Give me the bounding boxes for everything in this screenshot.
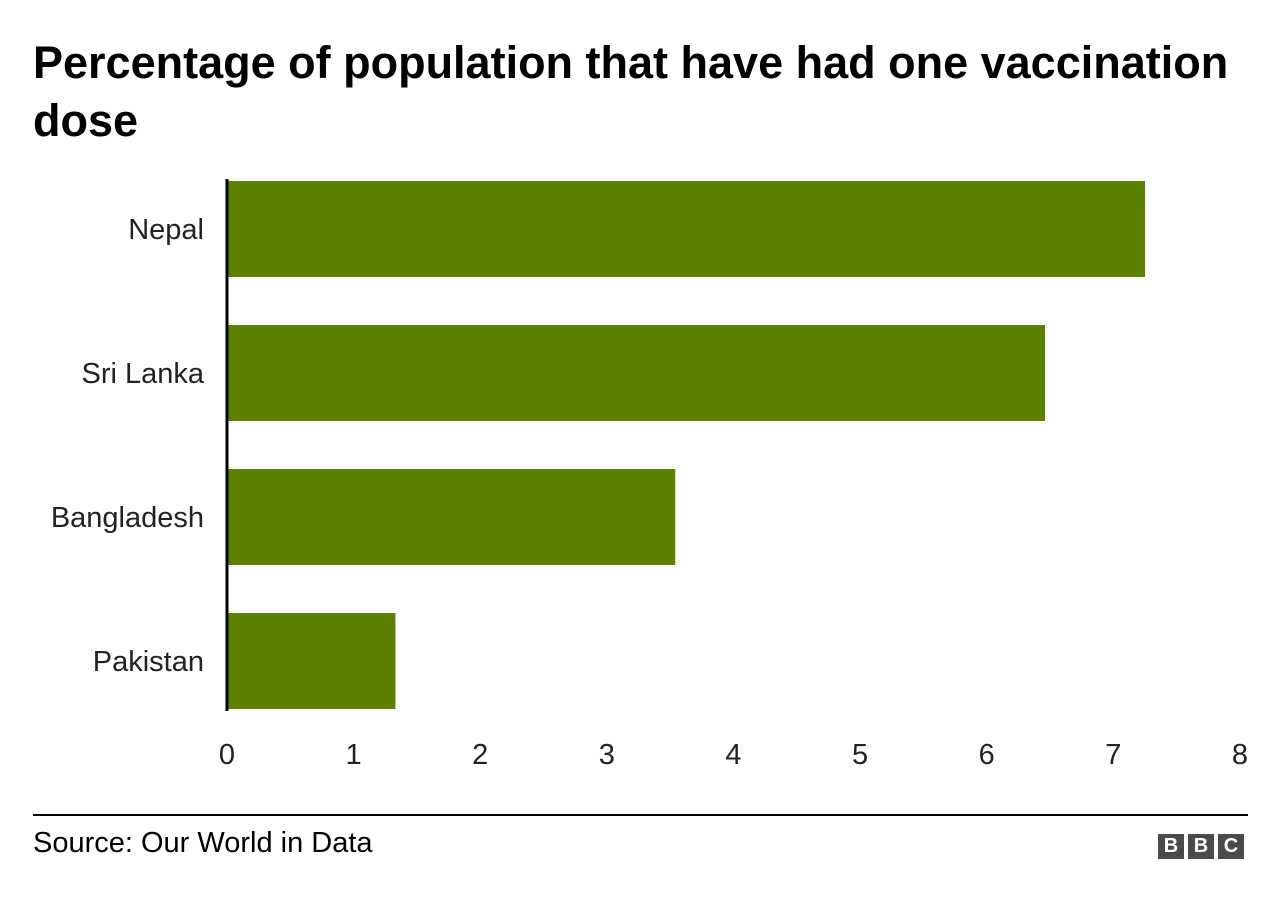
x-tick-label: 4 bbox=[725, 739, 741, 771]
x-tick-label: 2 bbox=[472, 739, 488, 771]
x-tick-label: 6 bbox=[979, 739, 995, 771]
bar-chart: Nepal Sri Lanka Bangladesh Pakistan 0 1 2 3 4 5 6 7… bbox=[51, 179, 1248, 771]
chart-title: Percentage of population that have had o… bbox=[33, 37, 1229, 146]
bbc-logo: B B C bbox=[1158, 834, 1244, 859]
x-tick-label: 5 bbox=[852, 739, 868, 771]
x-tick-label: 7 bbox=[1105, 739, 1121, 771]
x-tick-label: 8 bbox=[1232, 739, 1248, 771]
bar-nepal bbox=[227, 181, 1146, 277]
footer-divider bbox=[33, 814, 1248, 816]
x-tick-label: 0 bbox=[219, 739, 235, 771]
source-note: Source: Our World in Data bbox=[33, 827, 373, 859]
x-tick-label: 1 bbox=[346, 739, 362, 771]
bar-pakistan bbox=[227, 613, 396, 709]
logo-letter: B bbox=[1188, 834, 1214, 859]
logo-letter: B bbox=[1158, 834, 1184, 859]
bar-sri-lanka bbox=[227, 325, 1045, 421]
category-label: Sri Lanka bbox=[81, 358, 204, 390]
category-label: Nepal bbox=[128, 214, 204, 246]
bar-bangladesh bbox=[227, 469, 676, 565]
category-label: Bangladesh bbox=[51, 502, 204, 534]
logo-letter: C bbox=[1218, 834, 1244, 859]
category-label: Pakistan bbox=[93, 646, 204, 678]
x-tick-label: 3 bbox=[599, 739, 615, 771]
